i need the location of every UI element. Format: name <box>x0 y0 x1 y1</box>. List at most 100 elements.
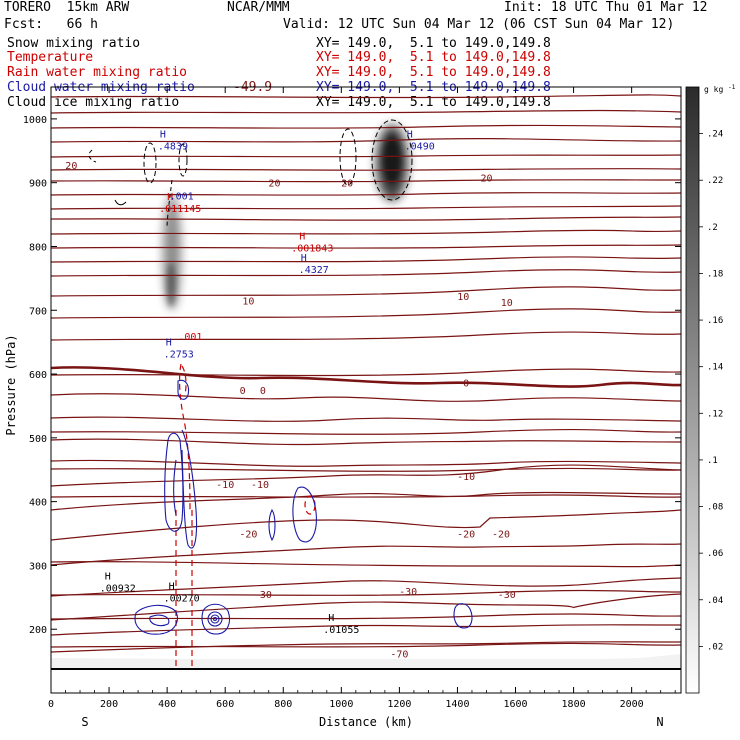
isotherm-line <box>51 464 681 487</box>
legend-temperature-label: Temperature <box>7 50 94 65</box>
maximum-marker: H <box>105 572 111 583</box>
shading-layer <box>51 125 681 670</box>
maximum-marker: H <box>299 232 305 243</box>
maximum-value: .001 <box>170 191 194 202</box>
isotherm-label: -30 <box>399 587 417 598</box>
isotherm-label: -10 <box>216 480 234 491</box>
isotherm-line <box>51 331 681 341</box>
maximum-marker: H <box>407 130 413 141</box>
colorbar-tick-label: .06 <box>707 549 723 559</box>
x-tick-label: 800 <box>274 699 292 710</box>
y-tick-label: 500 <box>29 434 47 445</box>
maximum-value: .001 <box>178 332 202 343</box>
header-model: TORERO 15km ARW <box>4 0 130 15</box>
isotherm-line <box>51 368 681 377</box>
terrain-fill <box>51 654 681 670</box>
ice-shading-core <box>383 136 401 184</box>
header-valid: Valid: 12 UTC Sun 04 Mar 12 (06 CST Sun … <box>283 17 675 32</box>
isotherm-line <box>51 109 681 114</box>
isotherm-line <box>51 577 681 597</box>
cloud-water-contour <box>149 614 170 627</box>
isotherm-label: -10 <box>251 480 269 491</box>
cloud-water-contour <box>207 611 223 627</box>
ice-contour <box>166 179 173 227</box>
colorbar-tick-label: .22 <box>707 176 723 186</box>
colorbar-tick-label: .12 <box>707 409 723 419</box>
isotherm-label: 0 <box>463 378 469 389</box>
x-axis-title: Distance (km) <box>319 715 413 729</box>
isotherm-line <box>51 467 681 472</box>
y-tick-label: 1000 <box>23 115 47 126</box>
colorbar-tick-label: .1 <box>707 456 718 466</box>
isotherm-label: -70 <box>390 649 408 660</box>
isotherm-label: 0 <box>260 386 266 397</box>
cloud-water-contours <box>134 379 473 635</box>
isotherm-line <box>51 286 681 297</box>
isotherm-line <box>51 179 681 183</box>
x-tick-label: 200 <box>100 699 118 710</box>
x-tick-label: 2000 <box>620 699 644 710</box>
y-tick-label: 800 <box>29 242 47 253</box>
ice-contour <box>143 142 157 184</box>
colorbar-tick-label: .14 <box>707 363 723 373</box>
colorbar-tick-label: .24 <box>707 130 723 140</box>
header-fcst: Fcst: 66 h <box>4 17 98 32</box>
freezing-level-line <box>51 366 681 388</box>
x-tick-label: 400 <box>158 699 176 710</box>
maximum-marker: H <box>169 581 175 592</box>
isotherm-line <box>51 244 681 249</box>
isotherm-label: 10 <box>501 298 513 309</box>
y-tick-label: 900 <box>29 179 47 190</box>
maximum-value: .011145 <box>159 204 201 215</box>
cloud-water-contour <box>453 603 473 629</box>
legend-snow-label: Snow mixing ratio <box>7 36 141 51</box>
isotherm-line <box>51 416 681 422</box>
legend-rain-xy: XY= 149.0, 5.1 to 149.0,149.8 <box>316 65 551 80</box>
maximum-marker: H <box>167 192 173 203</box>
isotherm-line <box>51 205 681 210</box>
south-end-label: S <box>81 715 88 729</box>
x-tick-label: 1000 <box>329 699 353 710</box>
rain-contour <box>181 365 187 396</box>
legend-cloud-ice-label: Cloud ice mixing ratio <box>7 95 180 110</box>
legend-snow-xy: XY= 149.0, 5.1 to 149.0,149.8 <box>316 36 551 51</box>
x-tick-label: 1800 <box>562 699 586 710</box>
ice-contours <box>88 119 413 227</box>
isotherm-line <box>51 94 681 99</box>
colorbar-unit: g kg -1 <box>704 84 736 94</box>
isotherm-line <box>51 192 681 196</box>
isotherm-label: -20 <box>492 530 510 541</box>
maximum-value: .00932 <box>100 584 136 595</box>
colorbar-tick-label: .18 <box>707 269 723 279</box>
isotherm-line <box>51 154 681 158</box>
colorbar-tick-label: .04 <box>707 596 723 606</box>
isotherm-label: 10 <box>242 297 254 308</box>
isotherm-label: 20 <box>269 179 281 190</box>
colorbar-tick-label: .2 <box>707 223 718 233</box>
isotherm-label: -30 <box>254 590 272 601</box>
maximum-marker: H <box>301 253 307 264</box>
legend-temperature-xy: XY= 149.0, 5.1 to 149.0,149.8 <box>316 50 551 65</box>
x-tick-label: 0 <box>48 699 54 710</box>
isotherm-lines <box>51 94 681 648</box>
isotherm-line <box>51 308 681 319</box>
colorbar-tick-label: .02 <box>707 642 723 652</box>
cloud-water-contour <box>210 614 220 624</box>
cloud-water-contour <box>173 459 177 516</box>
isotherm-line <box>51 269 681 277</box>
maximum-value: .00270 <box>164 593 200 604</box>
isotherm-line <box>51 593 681 621</box>
x-tick-label: 600 <box>216 699 234 710</box>
isotherm-line <box>51 393 681 402</box>
isotherm-label: 10 <box>457 292 469 303</box>
colorbar-unit-exponent: -1 <box>728 84 736 91</box>
header-init: Init: 18 UTC Thu 01 Mar 12 <box>504 0 708 15</box>
colorbar <box>685 86 700 694</box>
snow-shading-core <box>166 263 176 307</box>
ice-contour <box>114 199 127 206</box>
cloud-water-contour <box>164 432 184 532</box>
isotherm-line <box>51 229 681 235</box>
isotherm-label: -30 <box>498 590 516 601</box>
y-tick-label: 400 <box>29 498 47 509</box>
